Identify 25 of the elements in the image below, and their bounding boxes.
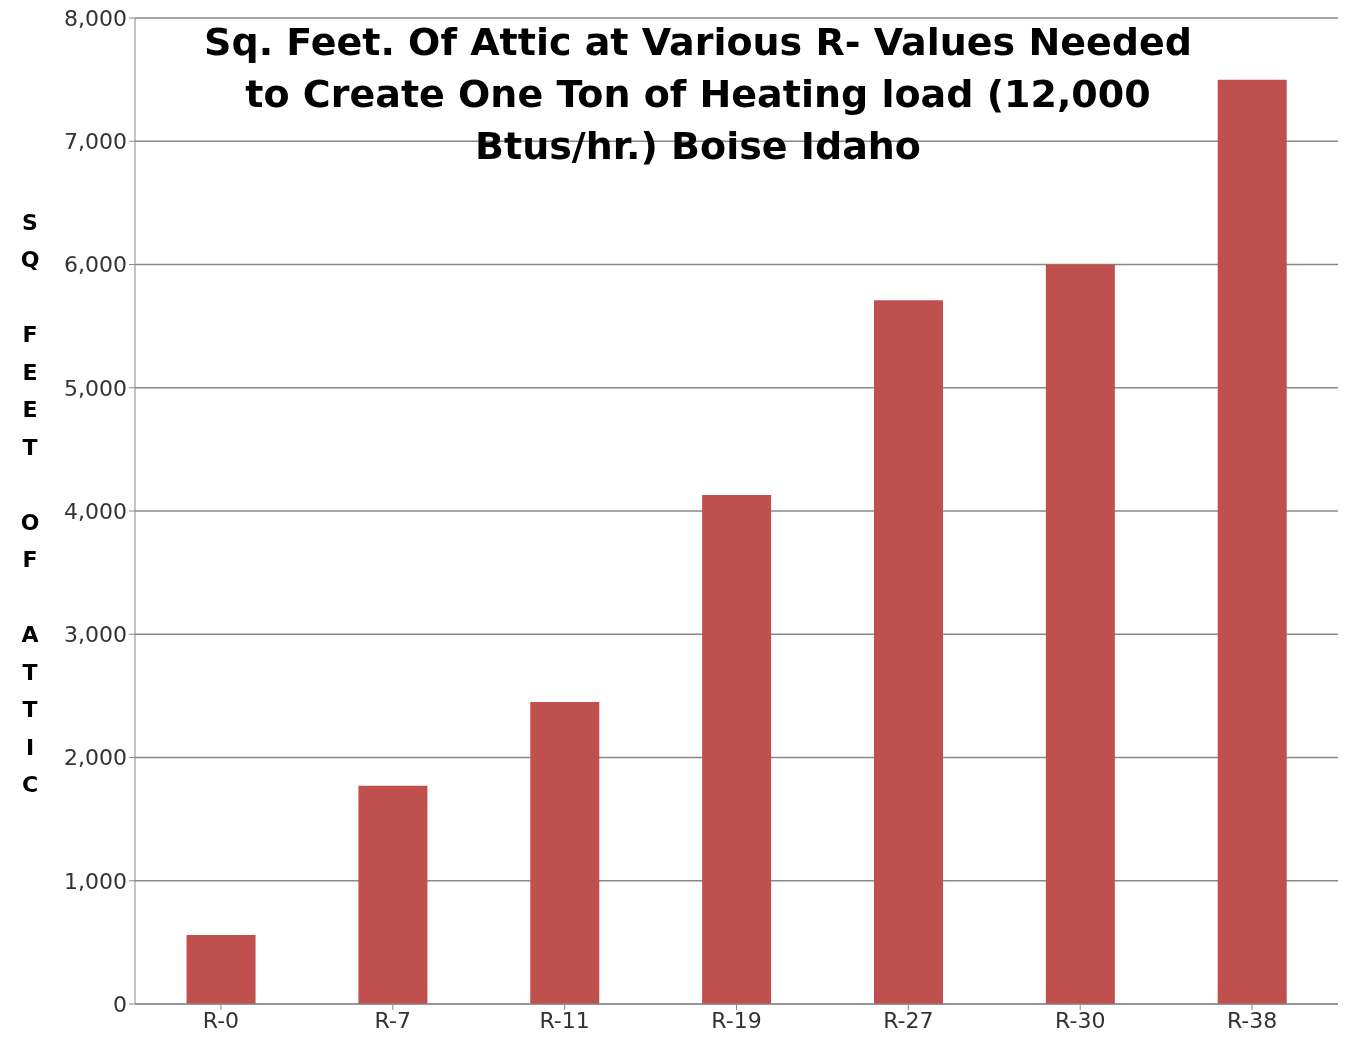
y-tick-label: 2,000 (64, 745, 127, 771)
y-tick-label: 0 (113, 991, 127, 1017)
x-tick-label: R-30 (1055, 1007, 1106, 1033)
x-tick-label: R-7 (374, 1007, 411, 1033)
y-tick-label: 8,000 (64, 5, 127, 31)
x-tick-label: R-11 (539, 1007, 590, 1033)
y-tick-label: 1,000 (64, 868, 127, 894)
bar (1217, 79, 1287, 1004)
x-tick-label: R-0 (202, 1007, 240, 1033)
bar (873, 300, 943, 1004)
x-tick-label: R-19 (711, 1007, 762, 1033)
y-tick-label: 7,000 (64, 129, 127, 155)
bar (530, 702, 600, 1004)
bar (702, 494, 772, 1004)
x-tick-label: R-38 (1226, 1007, 1278, 1033)
bar (358, 785, 428, 1004)
x-tick-label: R-27 (883, 1007, 934, 1033)
text: Sq. Feet. Of Attic at Various R- Values Needed to Create One Ton of Heating load (12,000 Btus/hr.) Boise Idaho (203, 19, 1193, 170)
y-tick-label: 4,000 (64, 498, 127, 524)
bar (186, 934, 256, 1004)
y-tick-label: 5,000 (64, 375, 127, 401)
text: SQ FEET OF ATTIC (20, 209, 40, 798)
y-tick-label: 3,000 (64, 622, 127, 648)
y-tick-label: 6,000 (64, 252, 127, 278)
bar (1045, 264, 1115, 1004)
